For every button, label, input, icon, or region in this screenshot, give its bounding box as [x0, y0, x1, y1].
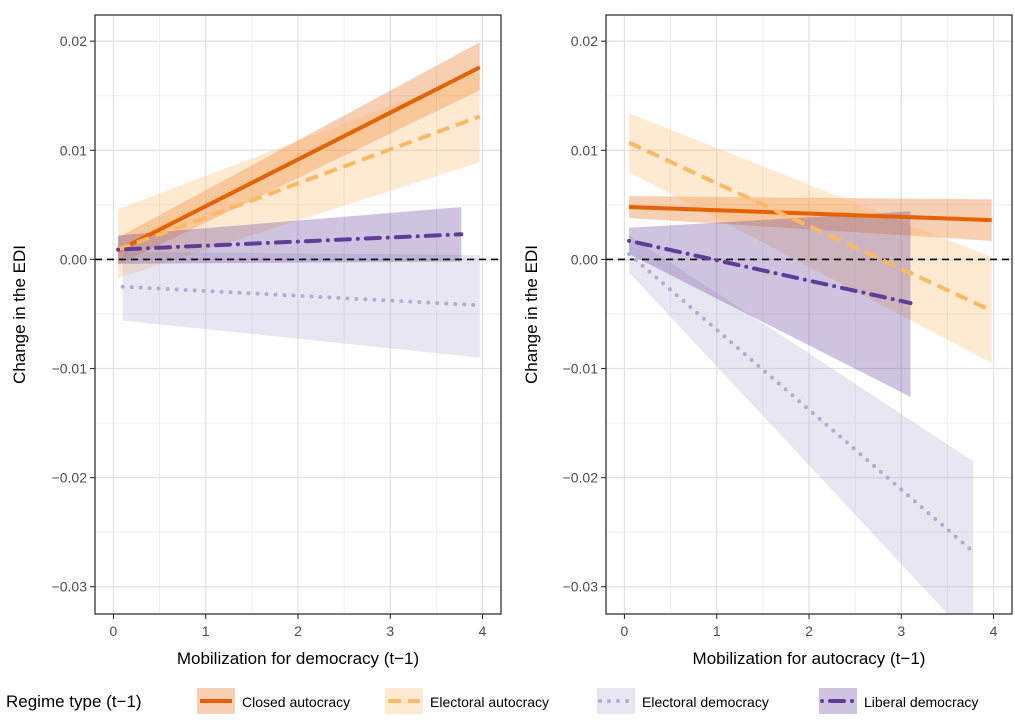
confidence-band-closed-autocracy [118, 42, 480, 265]
gridlines [606, 15, 1012, 614]
legend: Regime type (t−1) Closed autocracy Electo… [6, 688, 978, 714]
legend-items: Closed autocracy Electoral autocracy Elect… [197, 688, 978, 714]
y-axis-title: Change in the EDI [522, 245, 541, 384]
series-line-liberal-democracy [116, 232, 464, 252]
series-line-electoral-democracy [120, 284, 482, 308]
x-tick-label: 1 [713, 623, 721, 639]
legend-label: Electoral democracy [642, 694, 769, 710]
y-axis-title: Change in the EDI [10, 245, 29, 384]
legend-item-liberal-democracy: Liberal democracy [819, 688, 978, 714]
x-tick-label: 0 [110, 623, 118, 639]
x-tick-label: 2 [294, 623, 302, 639]
x-tick-label: 3 [897, 623, 905, 639]
y-tick-label: −0.01 [52, 361, 88, 377]
series-line-electoral-autocracy [628, 140, 993, 313]
x-tick-label: 4 [479, 623, 487, 639]
x-axis-title: Mobilization for democracy (t−1) [177, 649, 419, 668]
y-tick-label: −0.03 [52, 579, 88, 595]
panel-right: −0.03 −0.02 −0.01 0.00 0.01 0.02 0 1 2 3 4 Mobiliza… [522, 14, 1013, 668]
y-tick-label: −0.02 [563, 470, 599, 486]
confidence-band-electoral-democracy [122, 251, 480, 358]
legend-title: Regime type (t−1) [6, 692, 142, 711]
legend-item-electoral-autocracy: Electoral autocracy [385, 688, 549, 714]
gridlines [95, 15, 501, 614]
series-line-electoral-democracy [627, 251, 976, 554]
y-tick-label: −0.03 [563, 579, 599, 595]
series-lines [116, 65, 482, 308]
x-tick-label: 1 [202, 623, 210, 639]
x-tick-label: 0 [621, 623, 629, 639]
confidence-band-electoral-democracy [629, 235, 974, 614]
series-line-electoral-autocracy [117, 114, 481, 252]
x-tick-label: 3 [386, 623, 394, 639]
panel-left: −0.03 −0.02 −0.01 0.00 0.01 0.02 0 1 2 3 4 Mobiliza… [10, 14, 502, 668]
legend-label: Liberal democracy [864, 694, 978, 710]
y-tick-label: −0.02 [52, 470, 88, 486]
y-tick-label: 0.01 [571, 142, 598, 158]
y-tick-label: 0.02 [60, 33, 87, 49]
x-axis: 0 1 2 3 4 [621, 614, 998, 639]
y-axis: −0.03 −0.02 −0.01 0.00 0.01 0.02 [563, 33, 606, 595]
y-tick-label: −0.01 [563, 361, 599, 377]
legend-label: Electoral autocracy [430, 694, 549, 710]
legend-item-electoral-democracy: Electoral democracy [597, 688, 769, 714]
series-line-closed-autocracy [117, 65, 481, 253]
series-line-closed-autocracy [628, 205, 992, 223]
legend-label: Closed autocracy [242, 694, 350, 710]
x-axis-title: Mobilization for autocracy (t−1) [693, 649, 926, 668]
confidence-band-liberal-democracy [118, 207, 462, 264]
x-tick-label: 4 [990, 623, 998, 639]
series-line-liberal-democracy [627, 238, 913, 306]
x-axis: 0 1 2 3 4 [110, 614, 487, 639]
legend-item-closed-autocracy: Closed autocracy [197, 688, 350, 714]
y-tick-label: 0.00 [571, 251, 598, 267]
series-lines [627, 140, 993, 554]
confidence-bands [118, 42, 480, 358]
confidence-band-closed-autocracy [629, 196, 992, 241]
y-tick-label: 0.02 [571, 33, 598, 49]
confidence-band-electoral-autocracy [118, 71, 480, 278]
x-tick-label: 2 [805, 623, 813, 639]
y-tick-label: 0.00 [60, 251, 87, 267]
y-axis: −0.03 −0.02 −0.01 0.00 0.01 0.02 [52, 33, 95, 595]
y-tick-label: 0.01 [60, 142, 87, 158]
